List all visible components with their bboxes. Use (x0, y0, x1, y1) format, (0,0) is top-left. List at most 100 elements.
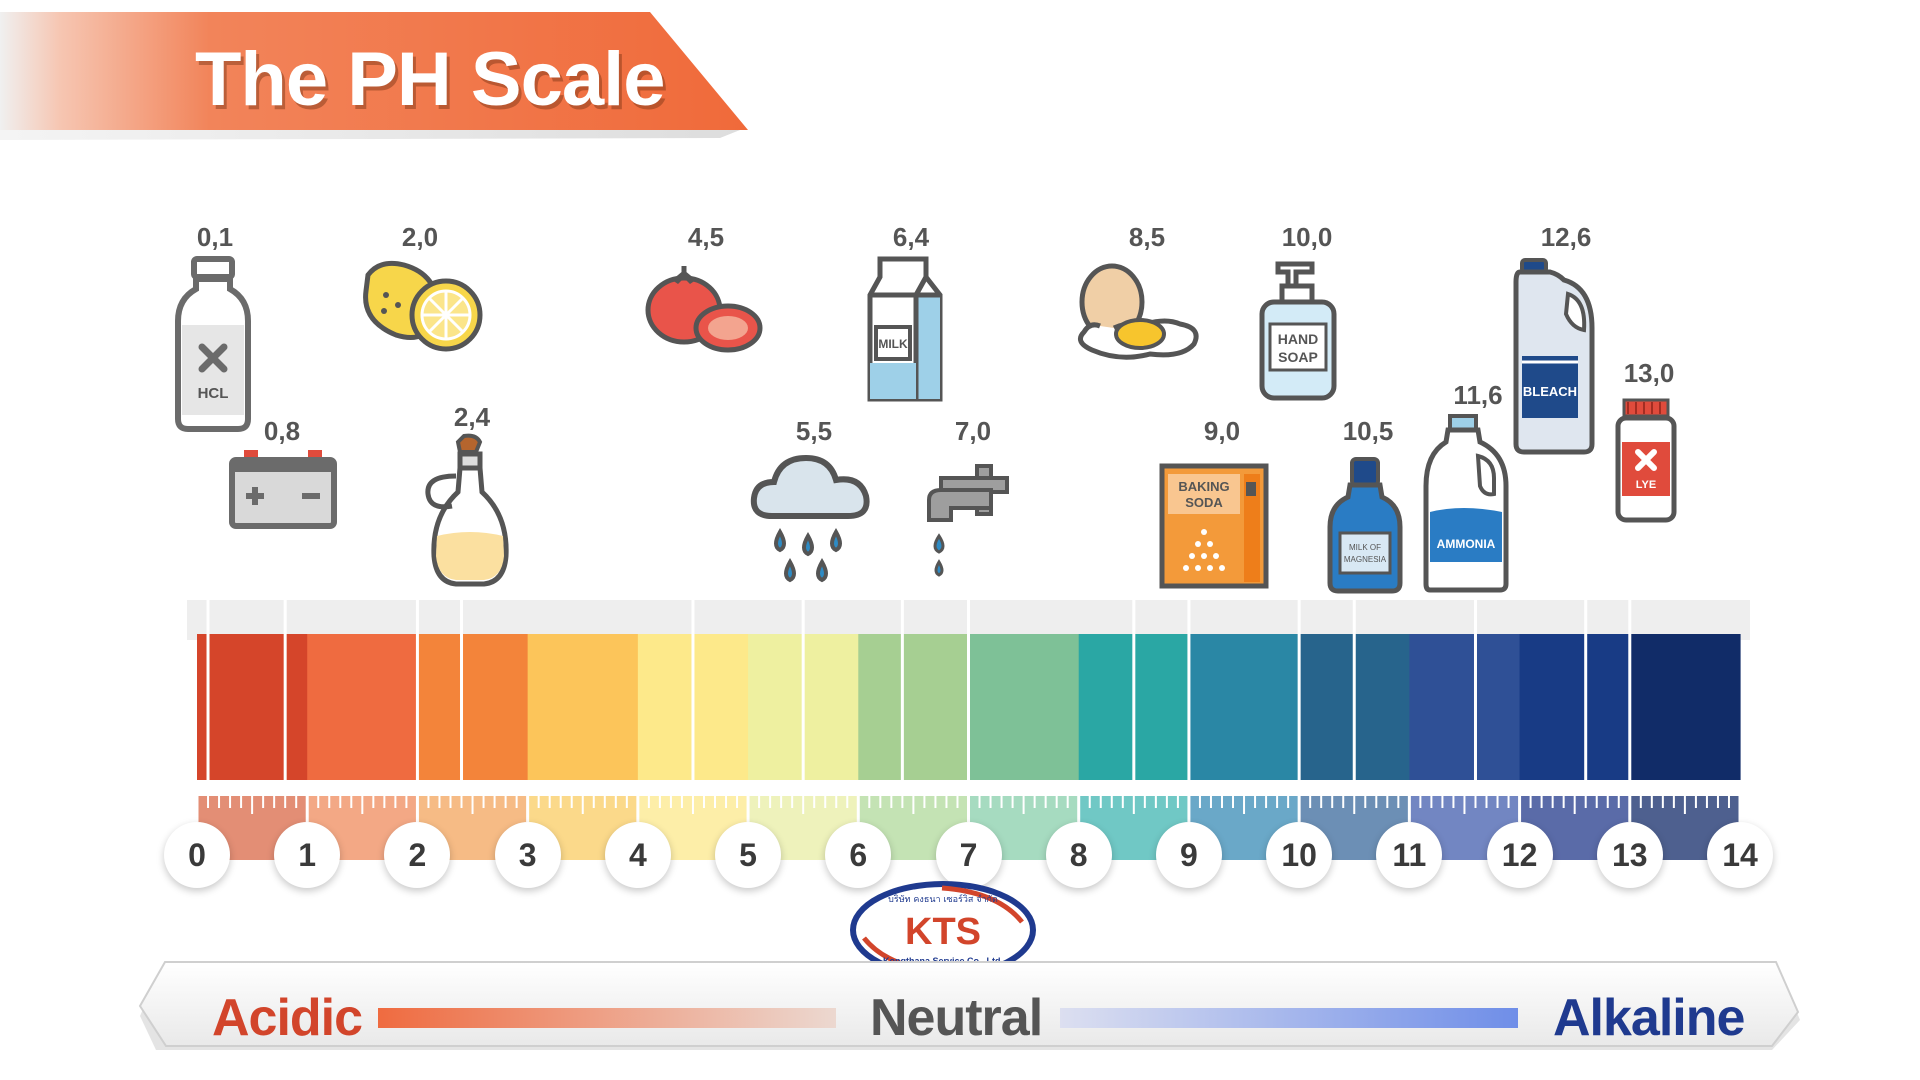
baking-soda-value: 9,0 (1203, 416, 1241, 446)
pointer-dot-battery (280, 785, 291, 795)
tomato-icon (645, 266, 763, 353)
pointer-dot-magnesia (1349, 785, 1360, 795)
pointer-dot-rain (798, 785, 809, 795)
battery-icon (229, 450, 337, 529)
title-banner-shape (0, 12, 748, 140)
alkaline-gradient-bar (1060, 1008, 1518, 1028)
egg-value: 8,5 (1128, 222, 1166, 252)
ph-number-6: 6 (825, 822, 892, 888)
ammonia-jug-icon: AMMONIA (1423, 414, 1509, 593)
title-banner: The PH Scale (0, 12, 760, 140)
milk-value: 6,4 (892, 222, 930, 252)
bleach-label: BLEACH (1523, 384, 1577, 399)
lye-jar-icon: LYE (1615, 398, 1677, 523)
lemon-value: 2,0 (401, 222, 439, 252)
water-tap-icon (927, 464, 1009, 577)
ph-number-5: 5 (715, 822, 782, 888)
pointer-dot-ammonia (1470, 785, 1481, 795)
magnesia-label-1: MILK OF (1349, 543, 1381, 552)
pointer-dot-lemon (412, 785, 423, 795)
hcl-bottle-icon: HCL (175, 256, 251, 432)
vinegar-bottle-icon (425, 433, 509, 587)
pointer-dot-egg (1128, 785, 1139, 795)
ph-number-label: 4 (628, 836, 647, 873)
ph-number-8: 8 (1045, 822, 1112, 888)
ph-number-label: 6 (849, 836, 868, 873)
hand-soap-value: 10,0 (1281, 222, 1333, 252)
bleach-jug-icon: BLEACH (1513, 258, 1595, 455)
ph-number-9: 9 (1155, 822, 1222, 888)
pointer-dot-lye (1624, 785, 1635, 795)
baking-soda-label-1: BAKING (1178, 479, 1229, 494)
ph-band-0 (197, 634, 308, 780)
kts-logo-text: KTS (905, 911, 981, 953)
ph-number-label: 9 (1180, 836, 1198, 873)
baking-soda-label-2: SODA (1185, 495, 1223, 510)
ph-band-13 (1629, 634, 1741, 780)
ph-number-label: 14 (1722, 836, 1758, 873)
ph-band-2 (417, 634, 529, 780)
page-title: The PH Scale (195, 37, 666, 122)
rain-cloud-icon (750, 454, 870, 583)
hand-soap-bottle-icon: HAND SOAP (1259, 261, 1337, 401)
ph-band-7 (968, 634, 1080, 780)
tomato-value: 4,5 (687, 222, 725, 252)
pointer-dot-tap (963, 785, 974, 795)
ph-number-label: 10 (1281, 836, 1317, 873)
pointer-dot-baking (1183, 785, 1194, 795)
pointer-dot-hcl (203, 785, 214, 795)
neutral-label: Neutral (870, 989, 1043, 1047)
tap-value: 7,0 (954, 416, 992, 446)
ph-number-4: 4 (604, 822, 671, 888)
ph-number-label: 13 (1611, 836, 1648, 873)
pointer-dot-soap (1294, 785, 1305, 795)
ph-number-10: 10 (1266, 822, 1333, 888)
hand-soap-label-1: HAND (1278, 331, 1318, 347)
ph-number-2: 2 (384, 822, 451, 888)
ph-band-3 (527, 634, 639, 780)
lye-value: 13,0 (1623, 358, 1675, 388)
acidic-label: Acidic (212, 989, 363, 1047)
vinegar-value: 2,4 (453, 402, 491, 432)
kts-logo-top-line: บริษัท คงธนา เซอร์วิส จำกัด (888, 893, 998, 905)
ph-number-label: 0 (188, 836, 206, 873)
milk-label: MILK (878, 337, 908, 351)
pointer-dot-vinegar (456, 785, 467, 795)
ph-number-3: 3 (494, 822, 561, 888)
battery-value: 0,8 (263, 416, 301, 446)
ph-number-0: 0 (164, 822, 230, 888)
milk-of-magnesia-bottle-icon: MILK OF MAGNESIA (1327, 457, 1403, 594)
ph-band-1 (307, 634, 419, 780)
magnesia-value: 10,5 (1342, 416, 1394, 446)
hcl-label: HCL (198, 385, 229, 402)
hcl-value: 0,1 (196, 222, 234, 252)
alkaline-label: Alkaline (1553, 989, 1745, 1047)
ph-number-7: 7 (935, 822, 1002, 888)
hand-soap-label-2: SOAP (1278, 349, 1318, 365)
ph-number-label: 7 (959, 836, 978, 873)
ph-number-14: 14 (1707, 822, 1773, 888)
ph-number-13: 13 (1596, 822, 1663, 888)
ph-number-11: 11 (1376, 822, 1443, 888)
ph-number-label: 1 (298, 836, 317, 873)
magnesia-label-2: MAGNESIA (1344, 555, 1387, 564)
bleach-value: 12,6 (1540, 222, 1592, 252)
item-pointer-lines (203, 600, 1635, 795)
ph-band-6 (858, 634, 970, 780)
ph-number-label: 11 (1392, 836, 1427, 873)
pointer-dot-tomato (687, 785, 698, 795)
baking-soda-box-icon: BAKING SODA (1159, 463, 1269, 589)
egg-icon (1077, 263, 1199, 360)
lye-label: LYE (1636, 479, 1656, 491)
ph-band-12 (1519, 634, 1631, 780)
ph-number-label: 8 (1069, 836, 1088, 873)
ph-number-1: 1 (274, 822, 341, 888)
ph-number-label: 2 (408, 836, 427, 873)
milk-carton-icon: MILK (867, 256, 943, 402)
ammonia-label: AMMONIA (1437, 537, 1496, 551)
ammonia-value: 11,6 (1453, 380, 1503, 410)
ph-number-12: 12 (1486, 822, 1553, 888)
ph-number-label: 5 (739, 836, 757, 873)
